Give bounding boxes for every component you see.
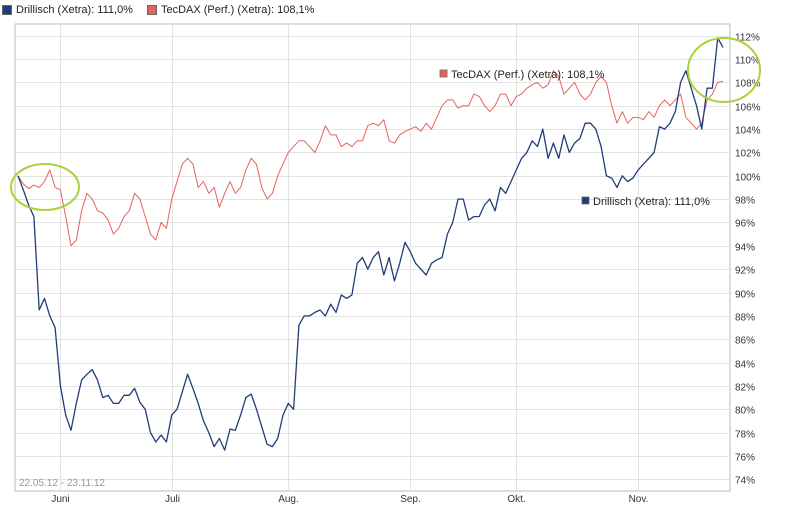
y-tick-label: 82% [735,383,755,394]
legend-label-drillisch: Drillisch (Xetra): 111,0% [16,4,133,16]
series-line-tecdax [17,70,724,247]
y-tick-label: 100% [735,173,761,184]
x-tick-label: Nov. [629,494,649,505]
highlight-end [687,37,761,103]
end-label-tecdax: TecDAX (Perf.) (Xetra): 108,1% [451,69,605,81]
legend-item-drillisch[interactable]: Drillisch (Xetra): 111,0% [2,4,133,16]
y-tick-label: 94% [735,243,755,254]
y-tick-label: 104% [735,126,761,137]
x-tick-label: Juli [165,494,180,505]
y-tick-label: 78% [735,430,755,441]
y-tick-label: 74% [735,476,755,487]
legend-swatch-tecdax [146,5,157,15]
y-tick-label: 92% [735,266,755,277]
date-range-label: 22.05.12 - 23.11.12 [19,478,105,489]
end-label-tecdax-swatch [439,69,448,78]
y-tick-label: 102% [735,149,761,160]
y-tick-label: 98% [735,196,755,207]
y-tick-label: 86% [735,336,755,347]
y-tick-label: 106% [735,103,761,114]
end-label-drillisch: Drillisch (Xetra): 111,0% [593,196,710,208]
y-tick-label: 108% [735,79,761,90]
y-tick-label: 76% [735,453,755,464]
legend-top: Drillisch (Xetra): 111,0% TecDAX (Perf.)… [2,4,314,16]
x-tick-label: Juni [51,494,69,505]
y-tick-label: 112% [735,33,760,44]
legend-label-tecdax: TecDAX (Perf.) (Xetra): 108,1% [160,4,315,16]
x-tick-label: Sep. [400,494,421,505]
y-tick-label: 96% [735,219,755,230]
y-tick-label: 80% [735,406,755,417]
y-tick-label: 84% [735,360,755,371]
x-tick-label: Okt. [507,494,525,505]
y-tick-label: 110% [735,56,760,67]
legend-swatch-drillisch [2,5,12,15]
x-tick-label: Aug. [278,494,299,505]
end-label-drillisch-swatch [581,196,590,205]
y-tick-label: 88% [735,313,755,324]
series-line-drillisch [17,37,724,451]
highlight-start [10,163,80,211]
y-tick-label: 90% [735,290,755,301]
legend-item-tecdax[interactable]: TecDAX (Perf.) (Xetra): 108,1% [146,4,315,16]
